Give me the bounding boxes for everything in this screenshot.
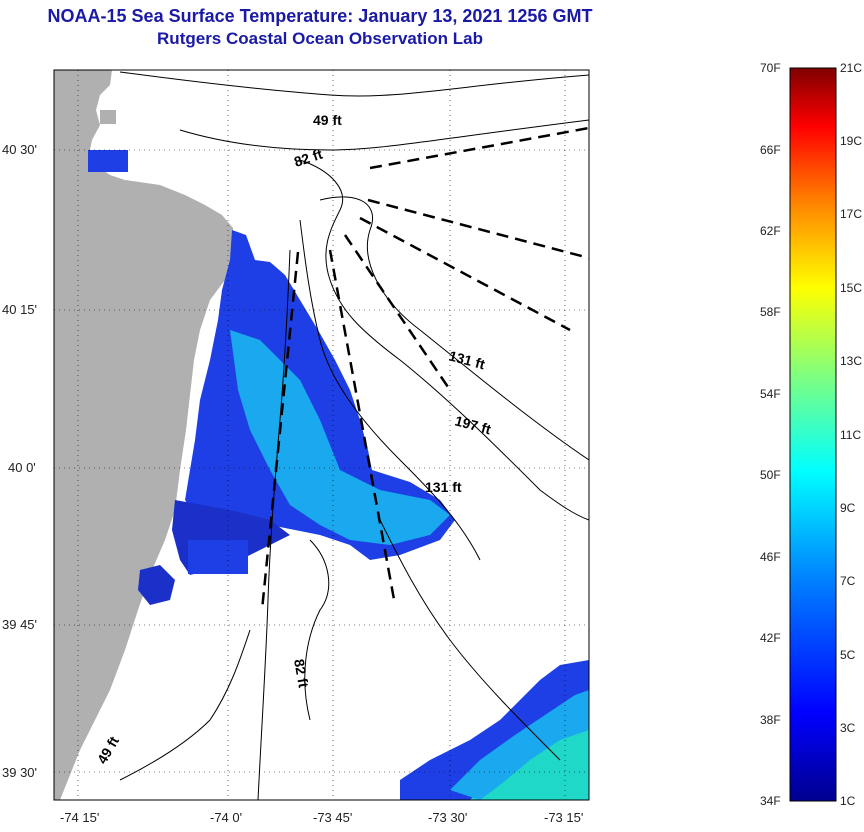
colorbar-c-19: 19C	[840, 134, 863, 148]
sst-patch-north	[88, 150, 128, 172]
colorbar-c-5: 5C	[840, 648, 856, 662]
sst-patch-south-shore	[138, 565, 175, 605]
colorbar-f-38: 38F	[760, 713, 781, 727]
lat-label-39-45: 39 45'	[2, 617, 38, 632]
colorbar-c-17: 17C	[840, 207, 863, 221]
lat-label-40-30: 40 30'	[2, 142, 38, 157]
lon-label-73-30: -73 30'	[428, 810, 468, 825]
colorbar-f-46: 46F	[760, 550, 781, 564]
lat-label-39-30: 39 30'	[2, 765, 38, 780]
colorbar	[789, 67, 837, 802]
colorbar-c-13: 13C	[840, 354, 863, 368]
depth-label-82ft-south: 82 ft	[291, 658, 312, 689]
colorbar-f-58: 58F	[760, 305, 781, 319]
sst-patch-offshore-mid	[450, 690, 589, 800]
colorbar-f-42: 42F	[760, 631, 781, 645]
land-new-jersey	[54, 70, 233, 800]
graticule	[54, 70, 589, 800]
lon-label-74-15: -74 15'	[60, 810, 100, 825]
colorbar-c-11: 11C	[840, 428, 862, 442]
depth-label-131ft-east: 131 ft	[447, 347, 487, 372]
colorbar-f-66: 66F	[760, 143, 781, 157]
lat-label-40-00: 40 0'	[8, 460, 36, 475]
sst-patch-jersey-shore	[188, 540, 248, 574]
colorbar-f-62: 62F	[760, 224, 781, 238]
colorbar-c-15: 15C	[840, 281, 863, 295]
land-island	[100, 110, 116, 124]
colorbar-f-54: 54F	[760, 387, 781, 401]
depth-label-197ft: 197 ft	[453, 412, 493, 437]
lon-label-73-45: -73 45'	[313, 810, 353, 825]
colorbar-c-7: 7C	[840, 574, 856, 588]
lon-label-73-15: -73 15'	[544, 810, 584, 825]
map-title: NOAA-15 Sea Surface Temperature: January…	[47, 6, 593, 26]
map-frame	[53, 69, 590, 801]
colorbar-c-1: 1C	[840, 794, 856, 808]
map-subtitle: Rutgers Coastal Ocean Observation Lab	[157, 29, 483, 48]
bathymetry-contours	[119, 71, 589, 800]
depth-label-49ft-north: 49 ft	[313, 112, 342, 128]
depth-label-49ft-south: 49 ft	[94, 733, 122, 766]
lat-label-40-15: 40 15'	[2, 302, 38, 317]
colorbar-c-3: 3C	[840, 721, 856, 735]
colorbar-c-9: 9C	[840, 501, 856, 515]
depth-label-131ft-center: 131 ft	[425, 479, 462, 495]
colorbar-f-50: 50F	[760, 468, 781, 482]
lon-label-74-00: -74 0'	[210, 810, 243, 825]
colorbar-f-70: 70F	[760, 61, 781, 75]
colorbar-f-34: 34F	[760, 794, 781, 808]
colorbar-c-21: 21C	[840, 61, 863, 75]
sst-patch-mid	[230, 330, 450, 545]
track-lines	[260, 126, 589, 611]
sst-patch-coastal	[185, 230, 455, 560]
